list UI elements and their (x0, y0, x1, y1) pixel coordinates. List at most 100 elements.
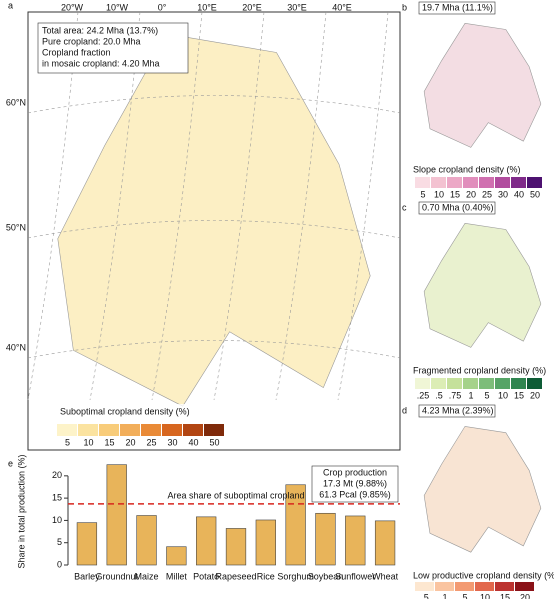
map-note: 0.70 Mha (0.40%) (422, 202, 494, 212)
legend-tick-label: 50 (209, 437, 219, 447)
graticule (275, 11, 327, 401)
legend-swatch (415, 177, 430, 188)
legend-tick-label: 10 (83, 437, 93, 447)
graticule (27, 220, 401, 239)
y-tick-label: 0 (57, 559, 62, 569)
legend-swatch (57, 424, 77, 436)
panel-label: b (402, 2, 407, 12)
graticule (27, 95, 401, 114)
bar (374, 520, 396, 566)
legend-swatch (162, 424, 182, 436)
latitude-label: 50°N (6, 222, 26, 232)
longitude-label: 20°W (61, 2, 84, 12)
x-tick-label: Millet (166, 571, 188, 581)
legend-tick-label: .5 (435, 390, 443, 400)
legend-tick-label: 10 (434, 189, 444, 199)
legend-title: Suboptimal cropland density (%) (60, 406, 190, 416)
x-tick-label: Soybean (308, 571, 344, 581)
legend-tick-label: 5 (462, 592, 467, 599)
legend-tick-label: 20 (125, 437, 135, 447)
legend-swatch (479, 378, 494, 389)
x-tick-label: Wheat (372, 571, 399, 581)
legend-title: Low productive cropland density (%) (413, 570, 554, 580)
latitude-label: 60°N (6, 97, 26, 107)
legend-tick-label: 15 (450, 189, 460, 199)
legend-tick-label: 40 (514, 189, 524, 199)
bar (166, 546, 187, 566)
legend-tick-label: 25 (482, 189, 492, 199)
production-box (311, 465, 399, 503)
graticule (27, 11, 79, 401)
legend-tick-label: 25 (146, 437, 156, 447)
longitude-label: 10°E (197, 2, 217, 12)
legend-tick-label: 40 (188, 437, 198, 447)
note-box (418, 1, 496, 15)
longitude-label: 30°E (287, 2, 307, 12)
graticule (27, 340, 401, 359)
production-note: 61.3 Pcal (9.85%) (319, 489, 391, 499)
bar (225, 528, 247, 566)
legend-swatch (463, 177, 478, 188)
legend-swatch (479, 177, 494, 188)
legend-swatch (431, 177, 446, 188)
legend-swatch (120, 424, 140, 436)
legend-swatch (447, 177, 462, 188)
map-land (57, 33, 371, 407)
note-box (418, 201, 496, 215)
legend-swatch (527, 177, 542, 188)
legend-tick-label: 5 (484, 390, 489, 400)
x-tick-label: Groundnut (95, 571, 138, 581)
legend-swatch (447, 378, 462, 389)
y-axis-title: Share in total production (%) (16, 454, 26, 568)
x-tick-label: Rice (257, 571, 275, 581)
legend-swatch (183, 424, 203, 436)
legend-swatch (141, 424, 161, 436)
x-tick-label: Maize (135, 571, 159, 581)
graticule (89, 11, 141, 401)
graticule (337, 11, 389, 401)
legend-tick-label: 30 (498, 189, 508, 199)
longitude-label: 40°E (332, 2, 352, 12)
legend-title: Fragmented cropland density (%) (413, 365, 546, 375)
legend-swatch (204, 424, 224, 436)
legend-swatch (515, 582, 534, 591)
legend-swatch (431, 378, 446, 389)
map-note: 19.7 Mha (11.1%) (422, 2, 493, 12)
legend-tick-label: .5 (421, 592, 429, 599)
bar (136, 515, 157, 566)
note-box (37, 22, 189, 74)
bar (106, 464, 127, 566)
legend-swatch (495, 378, 510, 389)
legend-swatch (415, 582, 434, 591)
panel-label: e (8, 458, 13, 468)
legend-swatch (415, 378, 430, 389)
legend-tick-label: .75 (449, 390, 462, 400)
map-note: Pure cropland: 20.0 Mha (42, 36, 141, 46)
map-note: Cropland fraction (42, 47, 111, 57)
legend-tick-label: .25 (417, 390, 430, 400)
y-tick-label: 20 (52, 470, 62, 480)
legend-swatch (511, 378, 526, 389)
legend-swatch (475, 582, 494, 591)
legend-title: Slope cropland density (%) (413, 164, 521, 174)
legend-tick-label: 1 (442, 592, 447, 599)
x-tick-label: Sorghum (277, 571, 314, 581)
legend-swatch (495, 177, 510, 188)
panel-label: c (402, 202, 407, 212)
panel-label: d (402, 405, 407, 415)
map-note: 4.23 Mha (2.39%) (422, 405, 494, 415)
map-land (423, 22, 542, 148)
longitude-label: 20°E (242, 2, 262, 12)
x-tick-label: Sunflower (335, 571, 375, 581)
bar (76, 522, 98, 566)
y-tick-label: 5 (57, 537, 62, 547)
map-land (423, 426, 542, 553)
x-tick-label: Potato (193, 571, 219, 581)
longitude-label: 0° (158, 2, 167, 12)
legend-tick-label: 20 (530, 390, 540, 400)
production-note: Crop production (323, 467, 387, 477)
legend-tick-label: 20 (466, 189, 476, 199)
latitude-label: 40°N (6, 342, 26, 352)
